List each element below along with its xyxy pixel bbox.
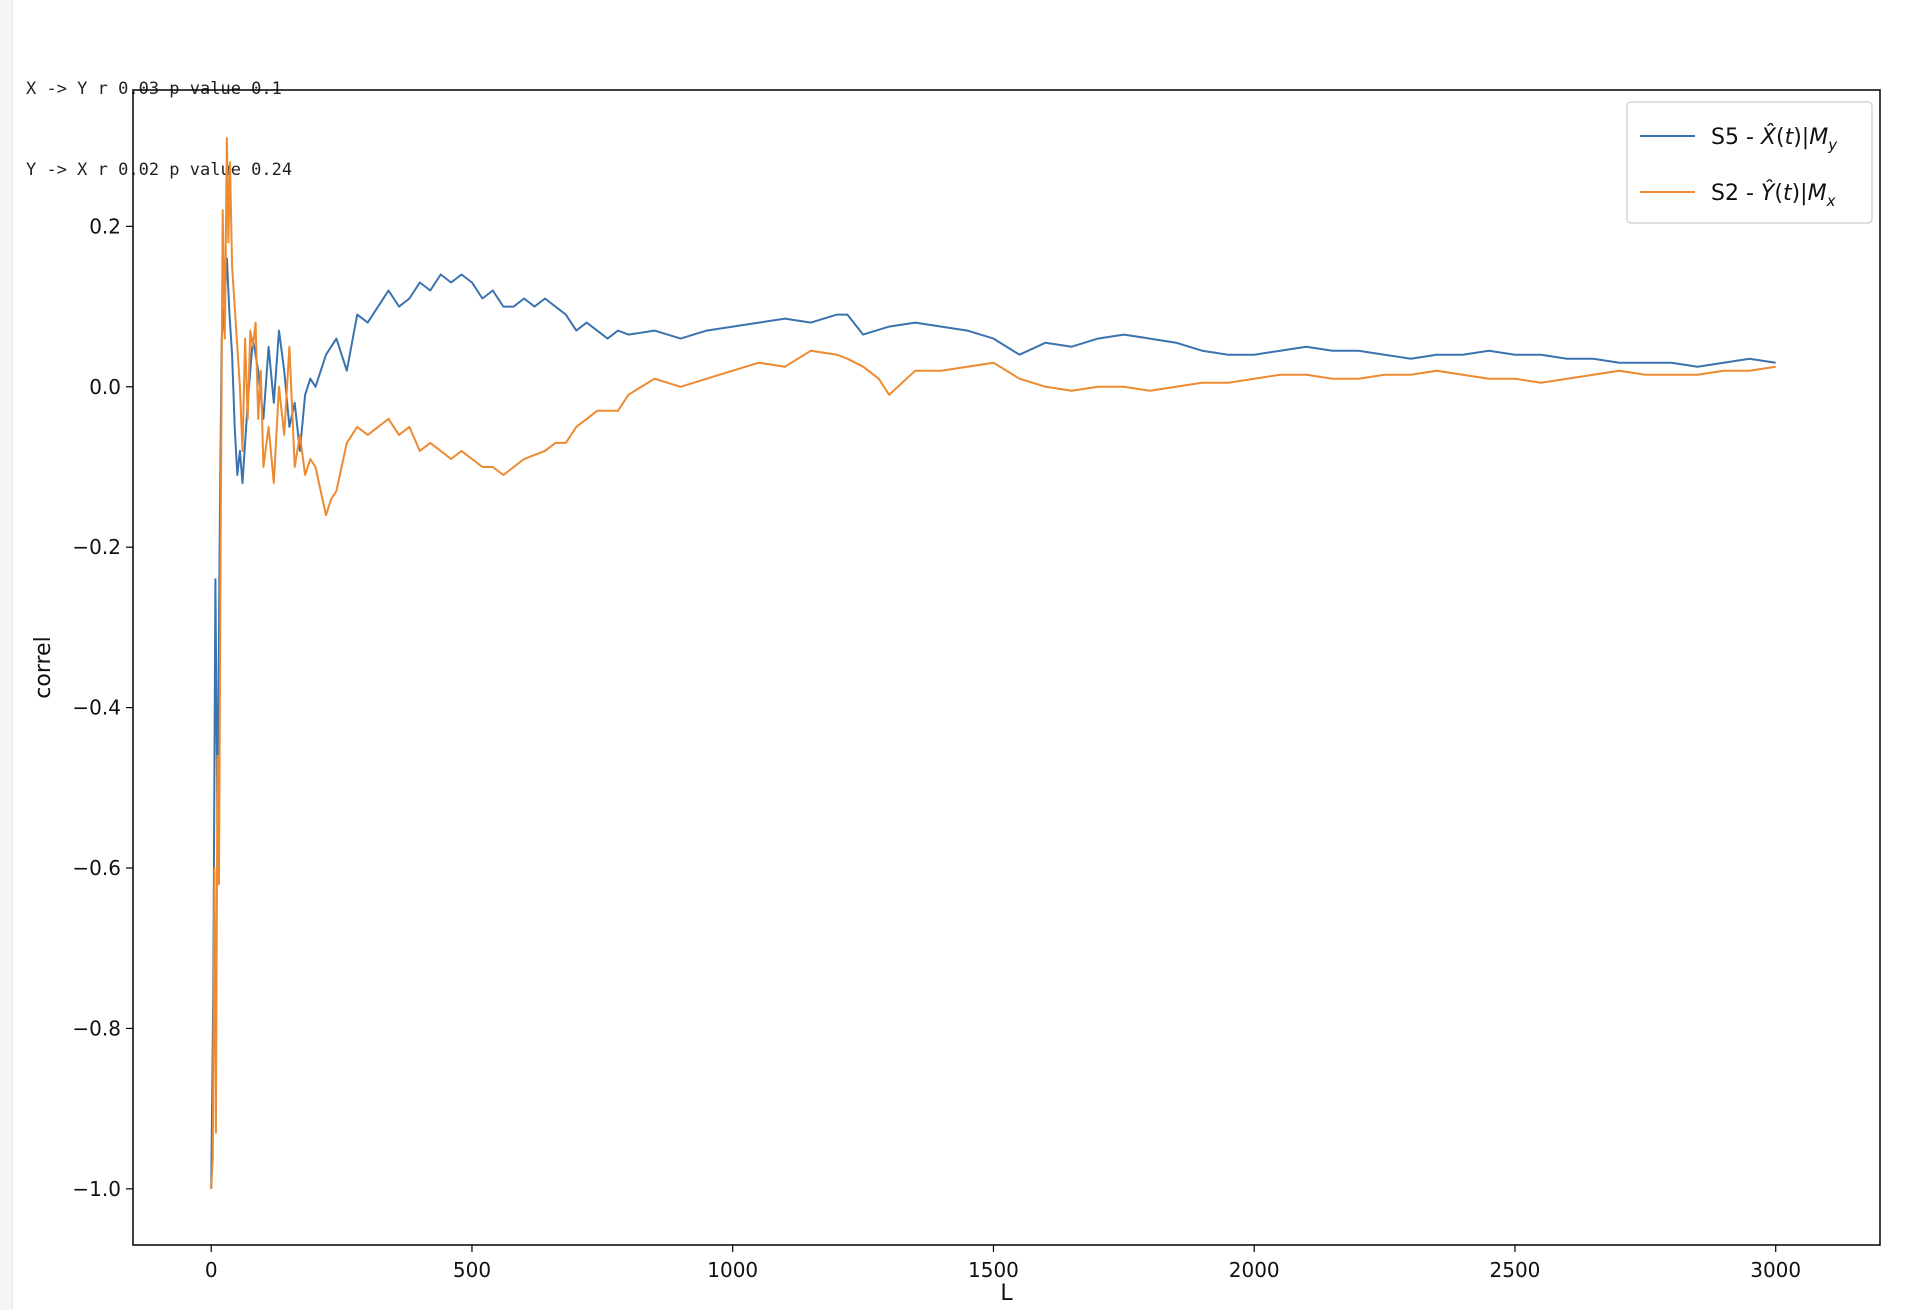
series-line-2 (210, 137, 1776, 1189)
x-tick-label: 500 (453, 1258, 491, 1282)
x-tick-label: 3000 (1750, 1258, 1801, 1282)
output-line-1: X -> Y r 0.03 p value 0.1 (26, 79, 282, 99)
output-text: X -> Y r 0.03 p value 0.1 Y -> X r 0.02 … (26, 22, 292, 211)
y-tick-label: −1.0 (72, 1177, 121, 1201)
y-axis: 0.2 0.0 −0.2 −0.4 −0.6 −0.8 −1.0 (72, 214, 133, 1201)
y-tick-label: −0.8 (72, 1016, 121, 1040)
x-axis-label: L (1000, 1281, 1013, 1306)
legend-label: S5 - X̂(t)|My (1711, 124, 1838, 154)
y-axis-label: correl (31, 636, 56, 698)
series-layer (210, 137, 1776, 1189)
y-tick-label: 0.0 (89, 375, 121, 399)
left-gutter (0, 0, 13, 1310)
series-line-1 (210, 257, 1776, 1189)
x-tick-label: 2500 (1490, 1258, 1541, 1282)
x-tick-label: 1500 (968, 1258, 1019, 1282)
y-tick-label: −0.2 (72, 535, 121, 559)
y-tick-label: −0.4 (72, 696, 121, 720)
x-tick-label: 2000 (1229, 1258, 1280, 1282)
legend: S5 - X̂(t)|My S2 - Ŷ(t)|Mx (1626, 101, 1873, 224)
legend-label: S2 - Ŷ(t)|Mx (1711, 180, 1836, 210)
output-line-2: Y -> X r 0.02 p value 0.24 (26, 160, 293, 180)
y-tick-label: −0.6 (72, 856, 121, 880)
x-tick-label: 0 (205, 1258, 218, 1282)
y-tick-label: 0.2 (89, 214, 121, 238)
x-axis: 0 500 1000 1500 2000 2500 3000 (205, 1245, 1801, 1282)
x-tick-label: 1000 (707, 1258, 758, 1282)
plot-frame (132, 89, 1881, 1246)
